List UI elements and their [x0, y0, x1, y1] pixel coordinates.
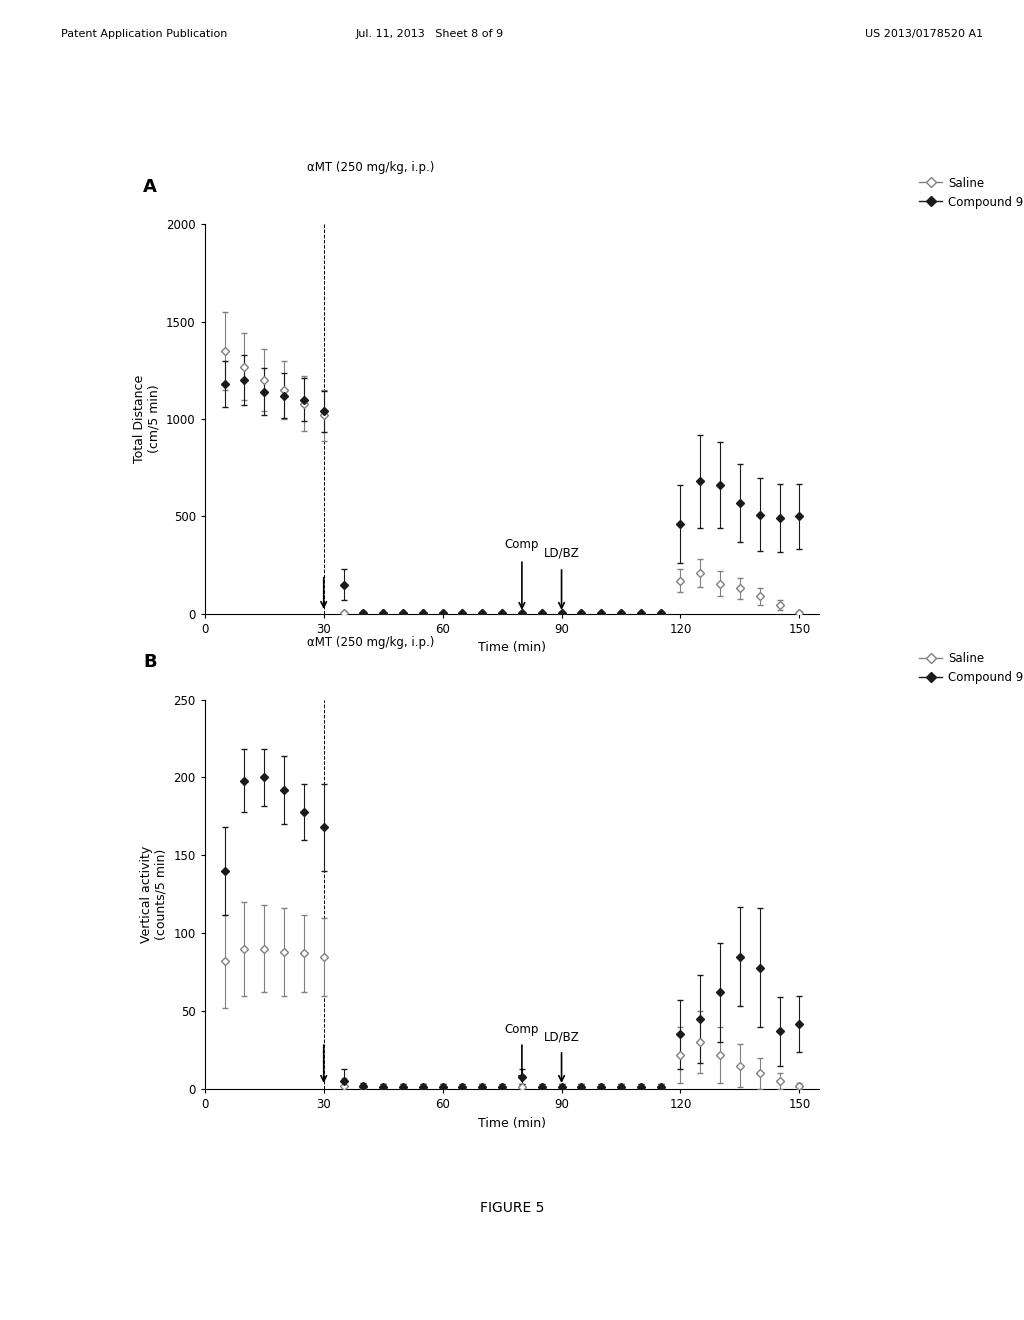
Legend: Saline, Compound 9: Saline, Compound 9 — [914, 647, 1024, 689]
Y-axis label: Vertical activity
(counts/5 min): Vertical activity (counts/5 min) — [140, 846, 168, 942]
Text: Jul. 11, 2013   Sheet 8 of 9: Jul. 11, 2013 Sheet 8 of 9 — [356, 29, 504, 40]
Text: LD/BZ: LD/BZ — [544, 1031, 580, 1044]
Text: αMT (250 mg/kg, i.p.): αMT (250 mg/kg, i.p.) — [307, 636, 434, 649]
Legend: Saline, Compound 9: Saline, Compound 9 — [914, 172, 1024, 214]
Text: αMT (250 mg/kg, i.p.): αMT (250 mg/kg, i.p.) — [307, 161, 434, 174]
Text: LD/BZ: LD/BZ — [544, 546, 580, 560]
Text: US 2013/0178520 A1: US 2013/0178520 A1 — [865, 29, 983, 40]
Text: Patent Application Publication: Patent Application Publication — [61, 29, 227, 40]
X-axis label: Time (min): Time (min) — [478, 1117, 546, 1130]
Text: Comp: Comp — [505, 1023, 539, 1036]
Text: Comp: Comp — [505, 539, 539, 552]
X-axis label: Time (min): Time (min) — [478, 642, 546, 655]
Y-axis label: Total Distance
(cm/5 min): Total Distance (cm/5 min) — [132, 375, 161, 463]
Text: B: B — [143, 653, 157, 671]
Text: A: A — [143, 178, 158, 195]
Text: FIGURE 5: FIGURE 5 — [480, 1201, 544, 1214]
